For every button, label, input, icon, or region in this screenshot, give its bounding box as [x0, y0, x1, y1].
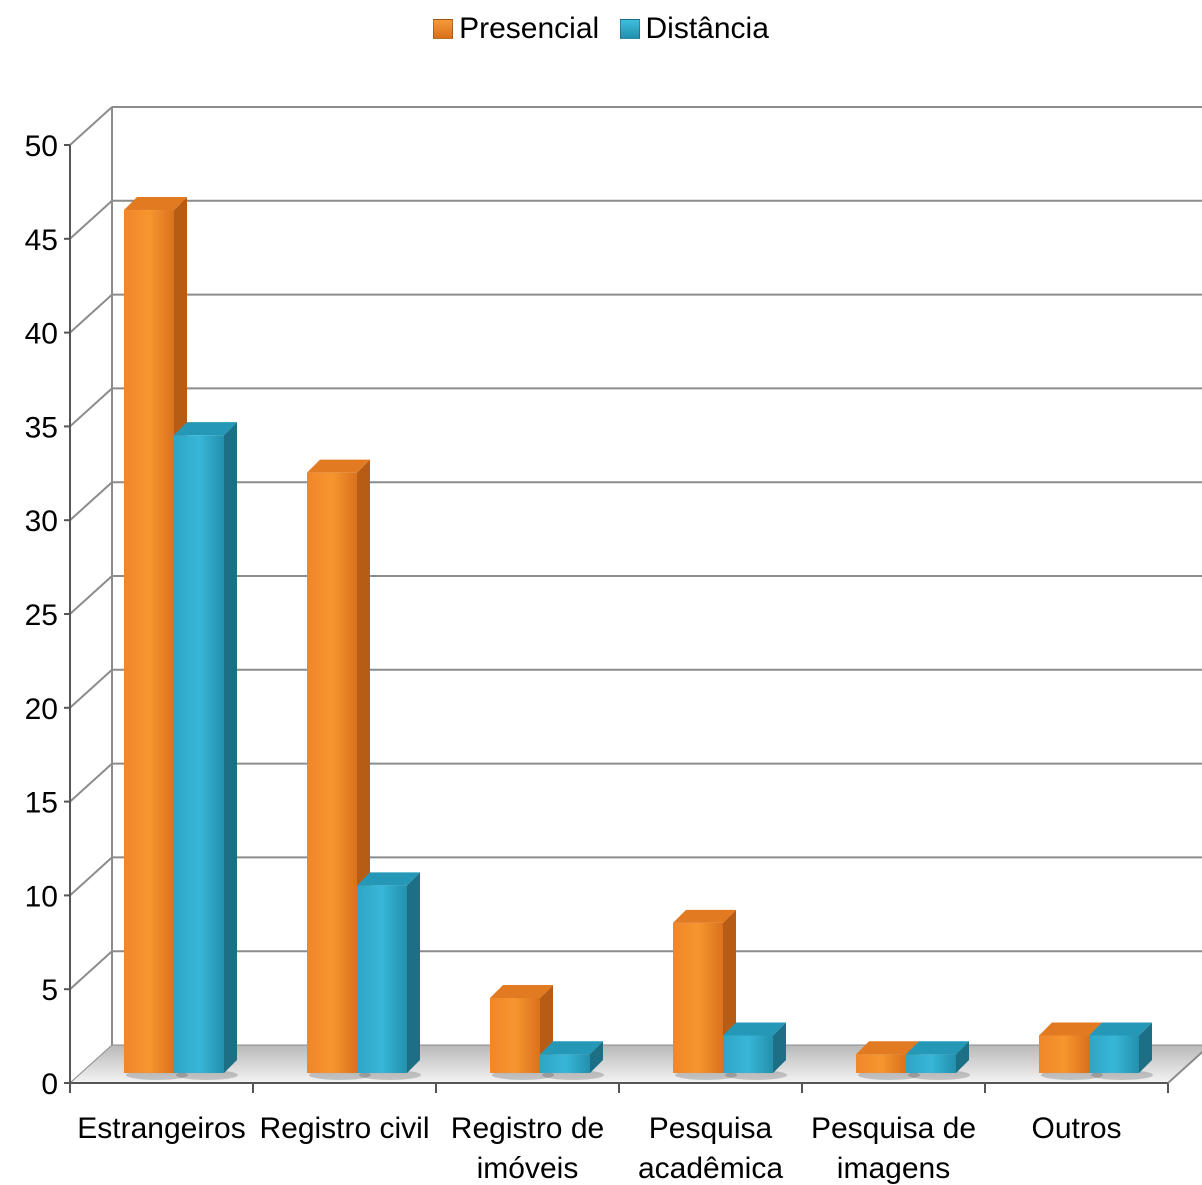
bar-top: [174, 422, 237, 436]
bar-front: [490, 997, 540, 1073]
y-tick-label: 45: [25, 224, 58, 257]
bar-side: [590, 1041, 603, 1073]
bar-front: [307, 472, 357, 1073]
x-category-label: Pesquisa de imagens: [811, 1112, 976, 1185]
y-tick-label: 50: [25, 130, 58, 163]
bar-front: [673, 922, 723, 1073]
x-category-label: Pesquisa acadêmica: [638, 1112, 783, 1185]
bar-top: [124, 197, 187, 211]
x-category-label: Outros: [1031, 1112, 1121, 1145]
bar-top: [673, 909, 736, 923]
gridline-connector: [69, 762, 113, 803]
x-category-label-line: imagens: [837, 1152, 950, 1185]
x-category-label: Estrangeiros: [77, 1112, 245, 1145]
bar-presencial-3: [673, 909, 737, 1080]
legend-label-distancia: Distância: [645, 12, 769, 45]
gridline-connector: [69, 950, 113, 990]
x-category-label-line: Estrangeiros: [77, 1112, 245, 1145]
bar-front: [1089, 1035, 1139, 1073]
bar-front: [856, 1054, 906, 1073]
legend-swatch-presencial: [433, 19, 454, 39]
gridline-connector: [69, 669, 113, 709]
x-category-label-line: imóveis: [477, 1152, 579, 1185]
legend-swatch-distancia: [619, 19, 640, 39]
bar-top: [906, 1041, 969, 1055]
bar-top: [1089, 1022, 1152, 1036]
y-tick-label: 40: [25, 318, 58, 351]
bar-top: [357, 872, 420, 886]
chart-floor: [68, 1044, 1202, 1084]
bar-side: [773, 1022, 786, 1073]
y-tick-label: 30: [25, 505, 58, 538]
gridline-connector: [69, 575, 113, 615]
bar-top: [490, 984, 553, 998]
gridline-connector: [69, 106, 113, 146]
y-tick-label: 0: [41, 1068, 58, 1101]
bar-distancia-2: [540, 1041, 604, 1080]
bar-top: [1039, 1022, 1102, 1036]
gridline-connector: [69, 387, 113, 428]
gridline-connector: [69, 481, 113, 521]
legend-item-distancia: Distância: [619, 12, 769, 46]
legend-label-presencial: Presencial: [459, 12, 600, 45]
x-category-label: Registro civil: [259, 1112, 429, 1145]
bar-side: [956, 1041, 969, 1073]
bar-top: [540, 1041, 603, 1055]
bar-side: [407, 872, 420, 1073]
floor-right-edge: [1167, 1050, 1202, 1084]
x-category-label-line: Outros: [1031, 1112, 1121, 1145]
x-category-label-line: acadêmica: [638, 1152, 783, 1185]
bar-top: [856, 1041, 919, 1055]
bar-front: [906, 1054, 956, 1073]
bar-front: [174, 435, 224, 1073]
bar-distancia-5: [1089, 1022, 1153, 1080]
x-category-label-line: Pesquisa: [649, 1112, 773, 1145]
bar-distancia-4: [906, 1041, 970, 1080]
bar-front: [540, 1054, 590, 1073]
bar-distancia-0: [174, 422, 238, 1080]
bar-top: [723, 1022, 786, 1036]
bar-front: [124, 210, 174, 1074]
bar-distancia-1: [357, 872, 421, 1080]
bar-side: [224, 422, 237, 1073]
legend: Presencial Distância: [0, 12, 1202, 47]
bar-distancia-3: [723, 1022, 787, 1080]
gridline-connector: [69, 856, 113, 897]
bar-top: [307, 459, 370, 473]
bar-side: [1139, 1022, 1152, 1073]
y-tick-label: 15: [25, 787, 58, 820]
x-category-label-line: Registro de: [451, 1112, 604, 1145]
y-tick-label: 5: [41, 974, 58, 1007]
y-tick-label: 10: [25, 880, 58, 913]
bar-presencial-2: [490, 984, 554, 1080]
x-category-label: Registro de imóveis: [451, 1112, 604, 1185]
x-category-label-line: Pesquisa de: [811, 1112, 976, 1145]
y-tick-label: 35: [25, 411, 58, 444]
y-tick-label: 25: [25, 599, 58, 632]
gridline-connector: [69, 293, 113, 334]
bar-front: [357, 885, 407, 1073]
bar-front: [723, 1035, 773, 1073]
legend-item-presencial: Presencial: [433, 12, 599, 46]
bar-front: [1039, 1035, 1089, 1073]
x-category-label-line: Registro civil: [259, 1112, 429, 1145]
y-tick-label: 20: [25, 693, 58, 726]
gridline-connector: [69, 200, 113, 240]
